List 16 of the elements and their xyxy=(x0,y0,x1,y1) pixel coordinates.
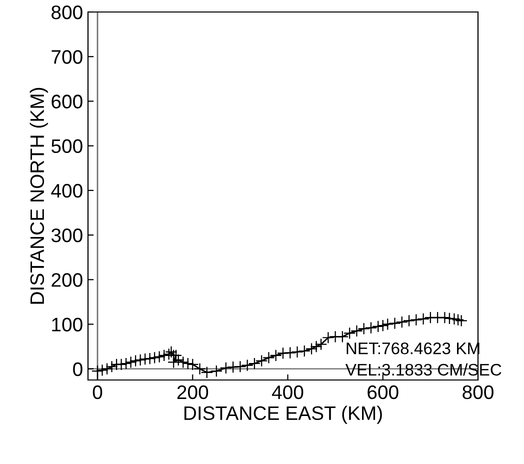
y-tick-label: 300 xyxy=(51,228,82,242)
x-tick-label: 600 xyxy=(368,385,398,400)
y-tick-label: 700 xyxy=(52,50,82,64)
x-tick-label: 800 xyxy=(462,385,494,400)
y-tick-label: 100 xyxy=(52,318,82,332)
y-tick-label: 0 xyxy=(73,362,82,376)
y-tick-label: 200 xyxy=(52,273,82,287)
y-tick-label: 500 xyxy=(51,139,82,154)
x-tick-label: 200 xyxy=(177,385,208,400)
y-tick-label: 800 xyxy=(52,5,82,20)
y-axis-title: DISTANCE NORTH (KM) xyxy=(30,88,48,304)
y-tick-label: 400 xyxy=(51,184,82,198)
y-tick-label: 600 xyxy=(52,94,82,108)
x-axis-title: DISTANCE EAST (KM) xyxy=(184,406,382,424)
x-tick-label: 0 xyxy=(92,385,102,400)
x-tick-label: 400 xyxy=(272,385,304,400)
